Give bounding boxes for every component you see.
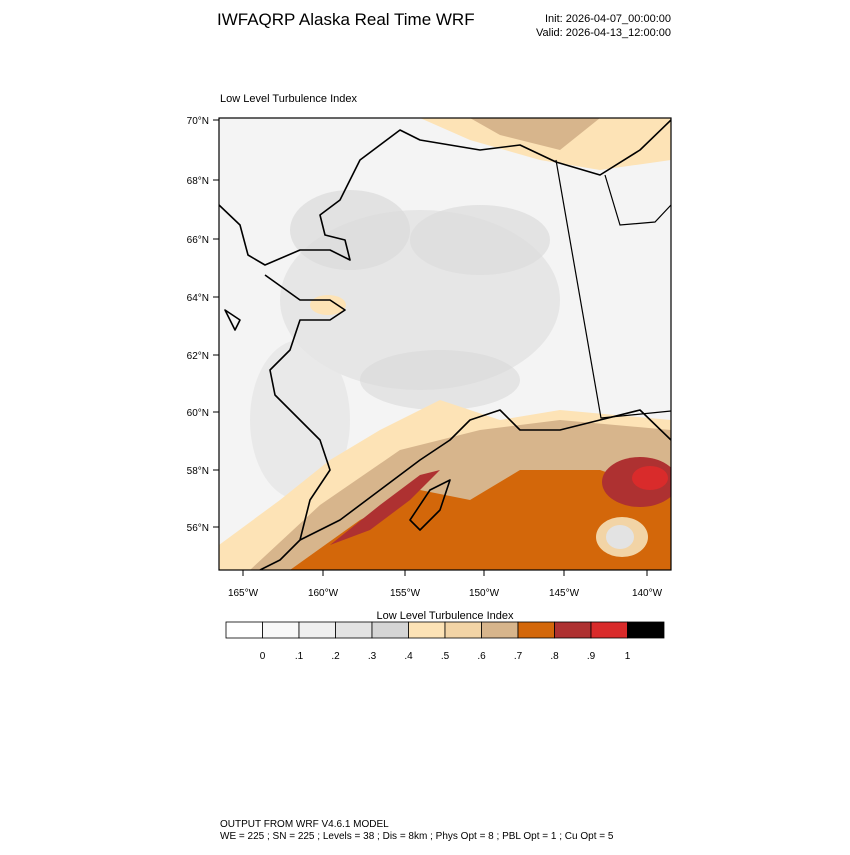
colorbar-label: .9 (587, 651, 596, 662)
colorbar-label: .5 (441, 651, 450, 662)
footer-line: OUTPUT FROM WRF V4.6.1 MODEL (220, 819, 389, 830)
lon-label: 165°W (228, 588, 259, 599)
colorbar-label: .2 (331, 651, 340, 662)
colorbar-label: 0 (260, 651, 266, 662)
colorbar-box (590, 621, 628, 639)
colorbar-box (335, 621, 373, 639)
colorbar-box (517, 621, 555, 639)
colorbar-label: .3 (368, 651, 377, 662)
lat-label: 66°N (187, 235, 209, 246)
footer-line: WE = 225 ; SN = 225 ; Levels = 38 ; Dis … (220, 831, 614, 842)
map-frame (218, 117, 672, 571)
colorbar-title: Low Level Turbulence Index (377, 610, 514, 622)
colorbar-label: .4 (404, 651, 413, 662)
colorbar-box (481, 621, 519, 639)
colorbar-label: .8 (550, 651, 559, 662)
map-title: Low Level Turbulence Index (220, 93, 357, 105)
colorbar-label: .6 (477, 651, 486, 662)
lat-label: 64°N (187, 293, 209, 304)
borders (555, 159, 672, 419)
lon-label: 155°W (390, 588, 421, 599)
lon-label: 145°W (549, 588, 580, 599)
lat-label: 68°N (187, 176, 209, 187)
valid-time: Valid: 2026-04-13_12:00:00 (536, 27, 671, 39)
lon-label: 150°W (469, 588, 500, 599)
colorbar-label: 1 (625, 651, 631, 662)
lat-label: 62°N (187, 351, 209, 362)
lon-label: 160°W (308, 588, 339, 599)
colorbar-box (444, 621, 482, 639)
lon-label: 140°W (632, 588, 663, 599)
colorbar-label: .7 (514, 651, 523, 662)
colorbar-box (371, 621, 409, 639)
colorbar-label: .1 (295, 651, 304, 662)
lat-label: 70°N (187, 116, 209, 127)
lat-label: 56°N (187, 523, 209, 534)
dynamic-layer: 70°N 68°N 66°N 64°N 62°N 60°N 58°N 56°N 165°W 160… (187, 116, 665, 662)
title: IWFAQRP Alaska Real Time WRF (217, 10, 475, 29)
lat-label: 58°N (187, 466, 209, 477)
map-field (219, 118, 671, 570)
colorbar-box (554, 621, 592, 639)
colorbar-box (408, 621, 446, 639)
colorbar-box (225, 621, 263, 639)
init-time: Init: 2026-04-07_00:00:00 (545, 13, 671, 25)
coastline (219, 119, 671, 570)
lat-label: 60°N (187, 408, 209, 419)
colorbar-box (298, 621, 336, 639)
colorbar-box (627, 621, 665, 639)
colorbar-box (262, 621, 300, 639)
